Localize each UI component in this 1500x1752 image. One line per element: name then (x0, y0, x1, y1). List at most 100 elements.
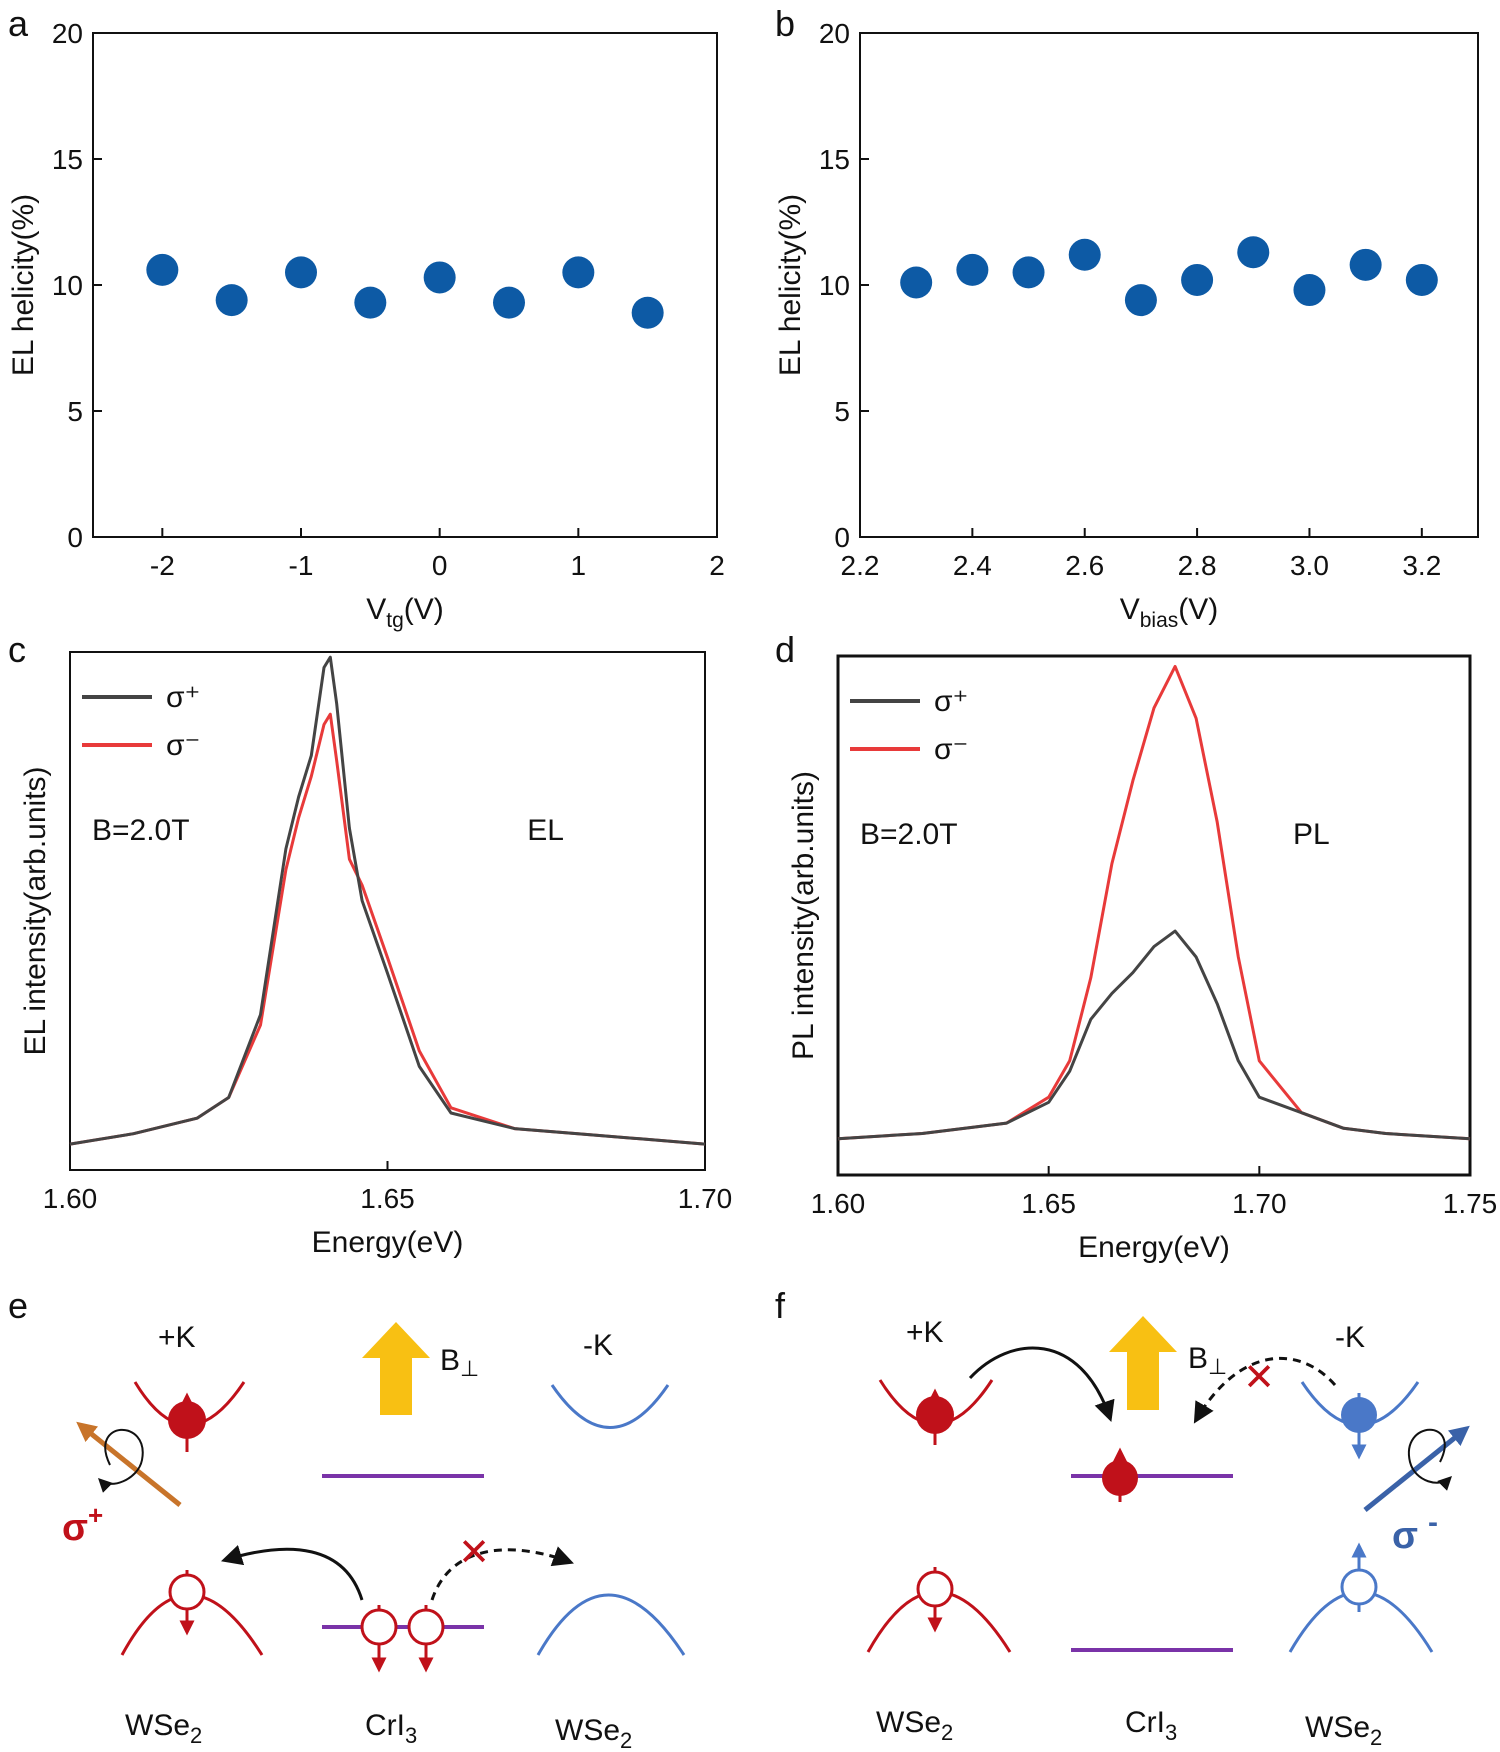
d-y-axis-label: PL intensity(arb.units) (787, 771, 820, 1060)
f-sigma-minus-label: σ- (1392, 1506, 1438, 1557)
e-left-material-label: WSe2 (125, 1709, 202, 1748)
d-xtick-label: 1.75 (1443, 1188, 1498, 1219)
b-xtick-label: 2.8 (1178, 550, 1217, 581)
e-rotation-icon (98, 1428, 144, 1493)
f-cri3-electron (1102, 1447, 1138, 1502)
panel-label-b: b (775, 3, 795, 44)
d-xtick-label: 1.70 (1232, 1188, 1287, 1219)
a-xtick-label: 0 (432, 550, 448, 581)
e-spin-down-hole (168, 1570, 206, 1636)
e-center-material-label: CrI3 (365, 1709, 417, 1748)
b-y-axis-label: EL helicity(%) (774, 194, 807, 376)
e-cri3-hole-1 (360, 1605, 398, 1673)
b-xtick-label: 3.0 (1290, 550, 1329, 581)
a-ytick-label: 15 (52, 144, 83, 175)
a-data-point (285, 256, 317, 289)
c-xtick-label: 1.70 (678, 1183, 733, 1214)
chart-c-el-spectrum: 1.60 1.65 1.70 Energy(eV) EL intensity(arb.u… (19, 651, 733, 1259)
e-right-material-label: WSe2 (555, 1714, 632, 1752)
f-electron-transfer-arrow (968, 1346, 1115, 1422)
c-xtick-label: 1.60 (43, 1183, 98, 1214)
e-hole-transfer-arrow (220, 1545, 364, 1601)
a-y-axis-label: EL helicity(%) (7, 194, 40, 376)
a-data-point (354, 286, 387, 319)
b-ytick-label: 15 (819, 144, 850, 175)
chart-b-helicity-vs-vbias: 2.2 2.4 2.6 2.8 3.0 3.2 0 5 10 15 20 Vbias(V) EL hel… (774, 18, 1479, 632)
a-data-point (493, 286, 525, 319)
diagram-e: +K -K B⊥ σ+ (62, 1321, 686, 1752)
f-spin-down-hole (916, 1567, 954, 1633)
f-field-label: B⊥ (1188, 1342, 1227, 1379)
f-plus-k-label: +K (906, 1316, 944, 1349)
e-sigma-plus-label: σ+ (62, 1500, 103, 1549)
f-blocked-mark: ✕ (1243, 1357, 1275, 1399)
b-data-point (1405, 263, 1438, 296)
a-ytick-label: 0 (67, 522, 83, 553)
b-ytick-label: 20 (819, 18, 850, 49)
b-data-point (1012, 256, 1045, 289)
e-field-label: B⊥ (440, 1344, 479, 1381)
c-legend-label-sigma-minus: σ⁻ (166, 729, 200, 762)
d-legend-label-sigma-plus: σ⁺ (934, 685, 968, 718)
f-spin-down-electron (1341, 1393, 1377, 1460)
b-data-point (1124, 284, 1157, 317)
b-ytick-label: 10 (819, 270, 850, 301)
f-left-material-label: WSe2 (876, 1706, 953, 1745)
f-spin-up-electron (916, 1388, 954, 1445)
c-series-sigma-minus (69, 712, 706, 1146)
diagram-f: +K -K B⊥ ✕ σ- (866, 1316, 1470, 1750)
panel-label-e: e (8, 1285, 28, 1326)
b-ytick-label: 0 (834, 522, 850, 553)
e-blocked-mark: ✕ (458, 1532, 490, 1574)
d-plot-frame (836, 654, 1472, 1177)
d-x-axis-label: Energy(eV) (1078, 1231, 1230, 1264)
c-x-axis-label: Energy(eV) (312, 1226, 464, 1259)
chart-d-pl-spectrum: 1.60 1.65 1.70 1.75 Energy(eV) PL intensity(a… (787, 654, 1498, 1264)
e-minus-k-valence-band (536, 1593, 686, 1656)
f-center-material-label: CrI3 (1125, 1706, 1177, 1745)
b-xtick-label: 2.4 (953, 550, 992, 581)
f-rotation-icon (1407, 1428, 1452, 1491)
c-legend-label-sigma-plus: σ⁺ (166, 681, 200, 714)
d-mode-annotation: PL (1293, 818, 1330, 851)
b-x-axis-label: Vbias(V) (1120, 593, 1219, 632)
a-ytick-label: 20 (52, 18, 83, 49)
f-spin-up-hole (1340, 1542, 1378, 1612)
d-field-annotation: B=2.0T (860, 818, 958, 851)
a-data-point (631, 296, 664, 329)
b-ytick-label: 5 (834, 396, 850, 427)
c-mode-annotation: EL (527, 814, 564, 847)
b-data-point (900, 266, 933, 299)
d-series-sigma-plus (837, 929, 1471, 1141)
f-minus-k-label: -K (1335, 1321, 1365, 1354)
c-xtick-label: 1.65 (360, 1183, 415, 1214)
b-data-point (1293, 274, 1326, 307)
a-x-axis-label: Vtg(V) (366, 593, 444, 632)
e-minus-k-conduction-band (550, 1384, 670, 1429)
e-plus-k-label: +K (158, 1321, 196, 1354)
panel-label-c: c (8, 629, 26, 670)
d-xtick-label: 1.65 (1021, 1188, 1076, 1219)
a-ytick-label: 10 (52, 270, 83, 301)
b-xtick-label: 2.6 (1065, 550, 1104, 581)
e-minus-k-label: -K (583, 1329, 613, 1362)
b-data-point (956, 253, 989, 286)
d-series-sigma-minus (837, 664, 1471, 1141)
c-field-annotation: B=2.0T (92, 814, 190, 847)
panel-label-f: f (775, 1285, 786, 1326)
panel-label-a: a (8, 3, 29, 44)
c-y-axis-label: EL intensity(arb.units) (19, 766, 52, 1055)
d-legend-label-sigma-minus: σ⁻ (934, 733, 968, 766)
c-series-sigma-plus (69, 655, 706, 1146)
e-spin-up-electron (168, 1392, 206, 1452)
b-data-point (1068, 238, 1101, 271)
e-sigma-plus-light-arrow (76, 1421, 182, 1507)
e-field-arrow (362, 1322, 430, 1415)
a-ytick-label: 5 (67, 396, 83, 427)
b-data-point (1181, 263, 1214, 296)
f-right-material-label: WSe2 (1305, 1711, 1382, 1750)
a-data-point (215, 284, 248, 317)
b-data-point (1237, 236, 1270, 269)
panel-label-d: d (775, 629, 795, 670)
b-xtick-label: 3.2 (1402, 550, 1441, 581)
